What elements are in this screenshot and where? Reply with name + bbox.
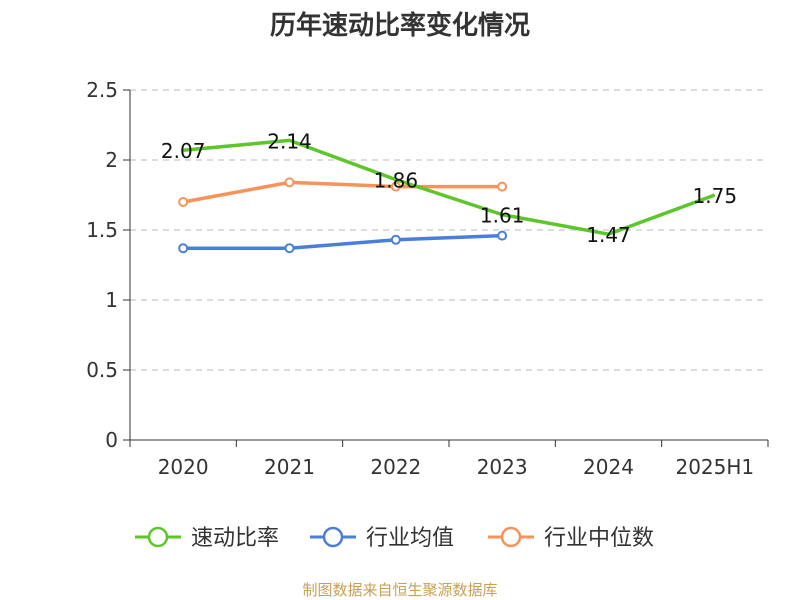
data-labels: 2.07 2.14 1.86 1.61 1.47 1.75 — [161, 129, 737, 247]
series-line — [182, 180, 503, 204]
legend: 速动比率 行业均值 行业中位数 — [135, 526, 654, 551]
y-tick-label: 0.5 — [86, 358, 118, 382]
series-layer — [178, 138, 716, 254]
data-label: 2.14 — [267, 129, 312, 153]
y-tick-label: 2 — [105, 148, 118, 172]
x-tick-label: 2023 — [477, 455, 528, 479]
data-point — [390, 234, 401, 245]
x-tick-label: 2020 — [158, 455, 209, 479]
data-point — [178, 243, 189, 254]
y-tick-label: 1 — [105, 288, 118, 312]
y-tick-label: 2.5 — [86, 78, 118, 102]
x-tick-label: 2024 — [583, 455, 634, 479]
x-tick-label: 2025H1 — [675, 455, 754, 479]
source-note: 制图数据来自恒生聚源数据库 — [302, 581, 497, 599]
series-line — [183, 233, 503, 250]
chart-title: 历年速动比率变化情况 — [270, 10, 530, 41]
legend-label: 行业中位数 — [544, 526, 654, 551]
axes: 0 0.5 1 1.5 2 2.5 2020 2021 2022 2023 2024 2025H1 — [86, 78, 769, 479]
y-tick-label: 1.5 — [86, 218, 118, 242]
data-label: 2.07 — [161, 139, 206, 163]
data-point — [284, 177, 295, 188]
x-tick-label: 2022 — [370, 455, 421, 479]
legend-marker — [500, 526, 522, 548]
x-tick-label: 2021 — [264, 455, 315, 479]
data-label: 1.61 — [480, 204, 525, 228]
legend-marker — [322, 526, 344, 548]
legend-label: 速动比率 — [191, 526, 279, 551]
data-point — [497, 230, 508, 241]
series-line — [183, 138, 716, 236]
data-label: 1.86 — [374, 169, 419, 193]
data-point — [497, 181, 508, 192]
data-point — [178, 197, 189, 207]
grid-lines — [130, 89, 768, 371]
data-label: 1.75 — [693, 184, 738, 208]
legend-label: 行业均值 — [366, 526, 454, 551]
y-tick-label: 0 — [105, 428, 118, 452]
legend-marker — [147, 526, 169, 548]
data-point — [390, 181, 401, 192]
data-point — [284, 243, 295, 254]
data-label: 1.47 — [586, 223, 631, 247]
